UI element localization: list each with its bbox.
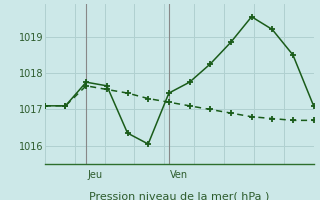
Text: Pression niveau de la mer( hPa ): Pression niveau de la mer( hPa )	[89, 191, 269, 200]
Text: Ven: Ven	[170, 170, 188, 180]
Text: Jeu: Jeu	[87, 170, 103, 180]
